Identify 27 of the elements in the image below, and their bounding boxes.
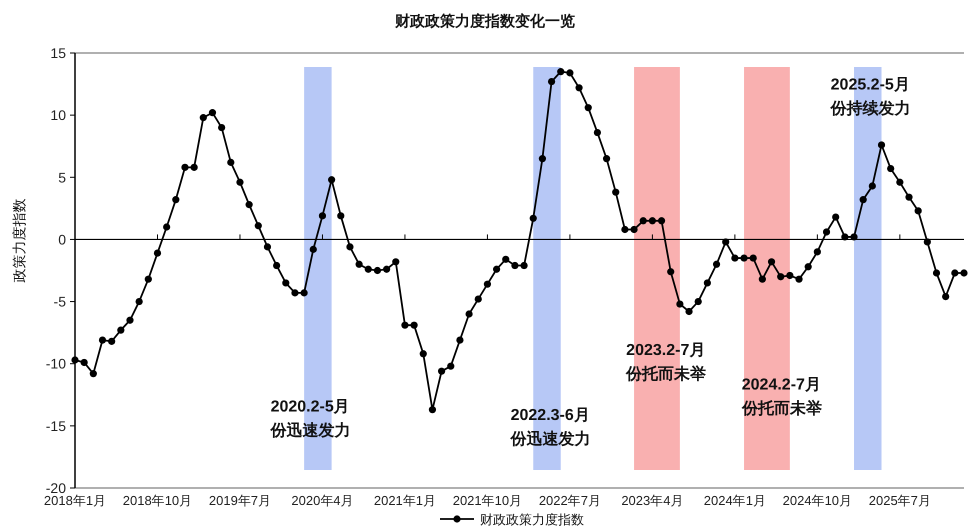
annotation: 2024.2-7月份托而未举 bbox=[740, 376, 822, 418]
annotation: 2023.2-7月份托而未举 bbox=[625, 342, 706, 383]
y-tick-label: -5 bbox=[54, 294, 66, 310]
x-tick-label: 2025年7月 bbox=[868, 493, 931, 508]
y-tick-label: -10 bbox=[46, 356, 66, 372]
x-tick-label: 2020年4月 bbox=[291, 493, 354, 508]
annotation: 2025.2-5月份持续发力 bbox=[830, 76, 911, 118]
annotation: 2020.2-5月份迅速发力 bbox=[270, 398, 351, 440]
y-tick-label: -15 bbox=[46, 418, 66, 434]
x-tick-label: 2021年10月 bbox=[452, 493, 522, 508]
legend-label: 财政政策力度指数 bbox=[480, 512, 584, 527]
annotation: 2022.3-6月份迅速发力 bbox=[510, 407, 591, 448]
x-tick-label: 2022年7月 bbox=[538, 493, 601, 508]
chart-title: 财政政策力度指数变化一览 bbox=[394, 12, 575, 30]
x-tick-label: 2019年7月 bbox=[208, 493, 272, 508]
x-tick-label: 2023年4月 bbox=[621, 493, 684, 508]
x-tick-label: 2024年10月 bbox=[782, 493, 852, 508]
y-tick-label: 15 bbox=[50, 45, 66, 61]
y-tick-label: 0 bbox=[58, 231, 66, 248]
x-tick-label: 2024年1月 bbox=[704, 493, 766, 508]
x-tick-label: 2021年1月 bbox=[374, 493, 436, 508]
x-tick-label: 2018年10月 bbox=[122, 493, 192, 508]
y-axis-title: 政策力度指数 bbox=[11, 198, 27, 282]
y-tick-label: 5 bbox=[58, 169, 66, 186]
x-tick-label: 2018年1月 bbox=[44, 493, 106, 508]
y-tick-label: 10 bbox=[50, 107, 66, 124]
y-tick-label: -20 bbox=[46, 480, 66, 496]
